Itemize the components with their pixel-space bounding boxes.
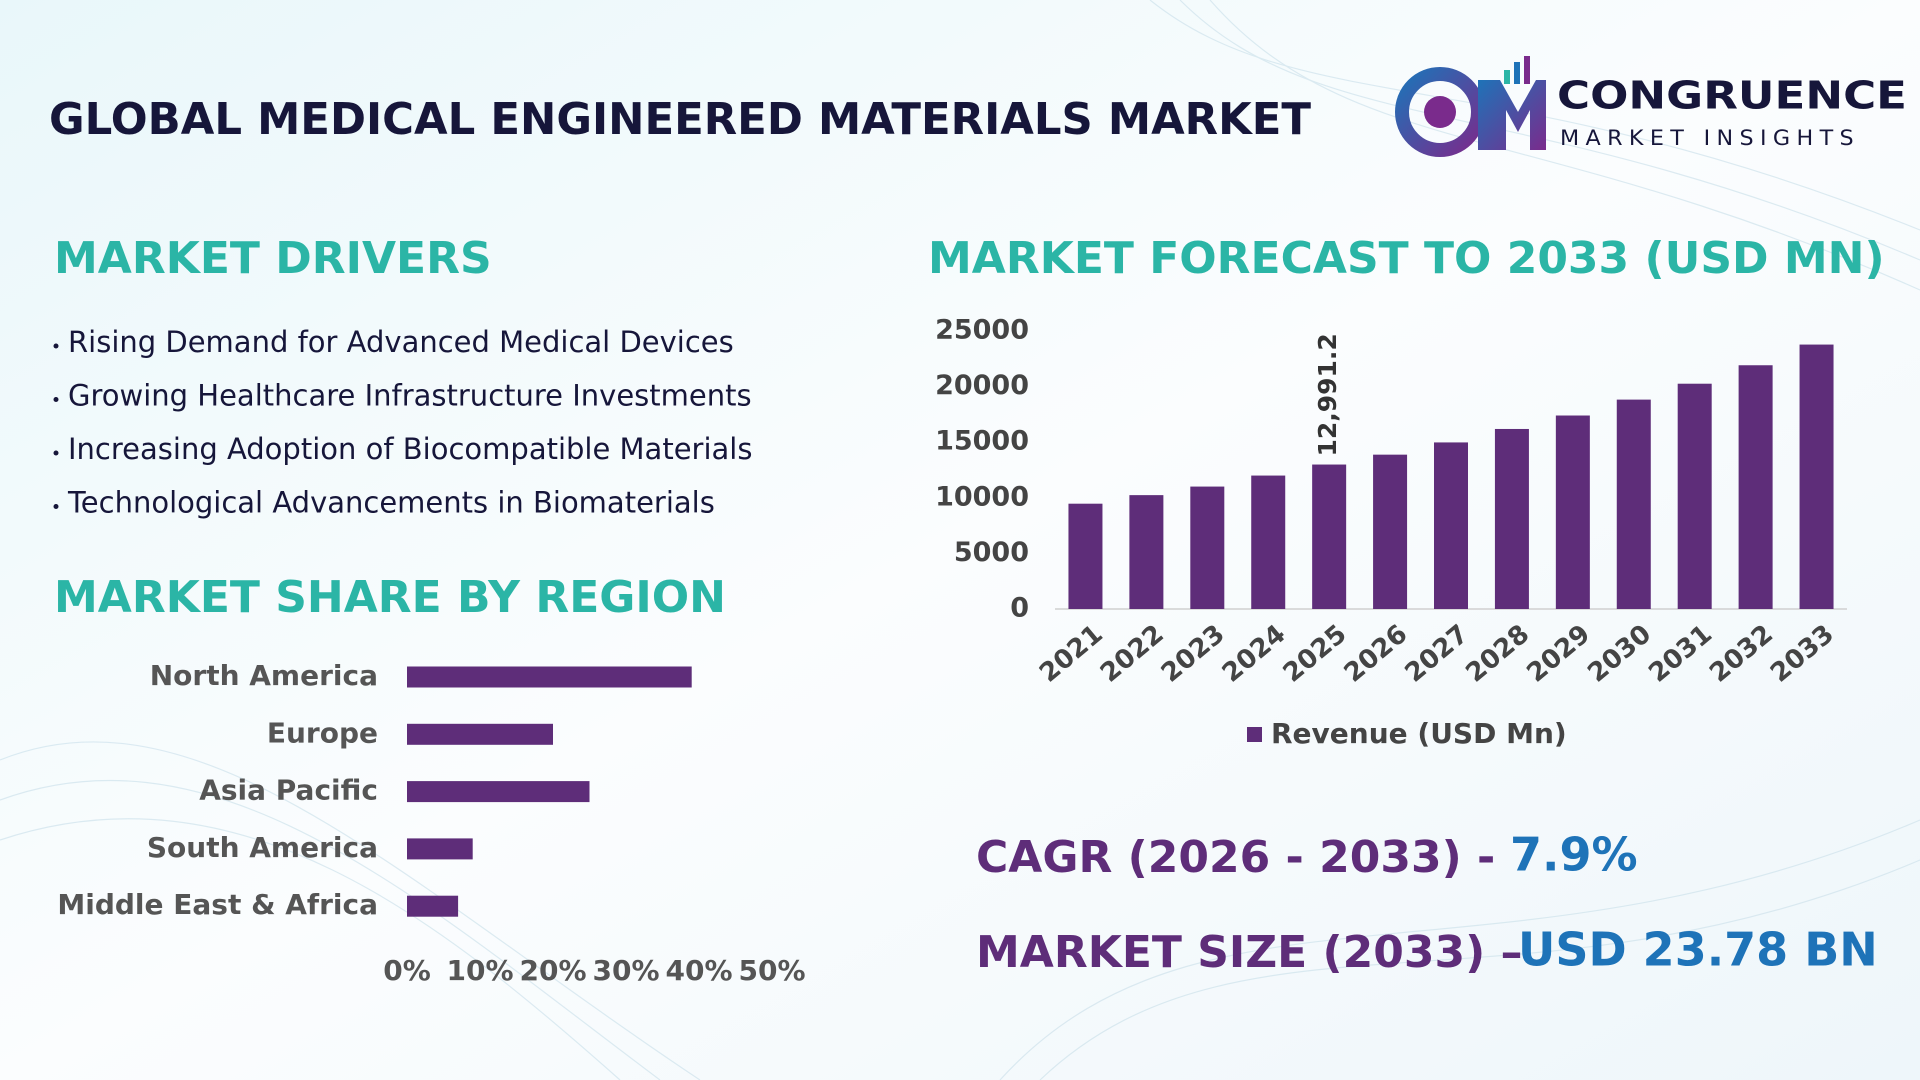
x-tick-label: 30% (592, 954, 659, 987)
bar (1373, 454, 1408, 609)
size-label: MARKET SIZE (2033) – (976, 927, 1523, 978)
cagr-value: 7.9% (1510, 828, 1638, 882)
bullet (53, 450, 59, 456)
section-title: MARKET SHARE BY REGION (54, 572, 726, 623)
bar (1555, 415, 1590, 609)
bar (407, 895, 459, 917)
logo-bar (1504, 70, 1510, 84)
data-label: 12,991.2 (1313, 333, 1342, 456)
bar (407, 723, 553, 745)
bar (1190, 486, 1225, 609)
page-title: GLOBAL MEDICAL ENGINEERED MATERIALS MARK… (49, 94, 1311, 145)
bar (407, 781, 590, 803)
bar (1068, 503, 1103, 609)
y-tick-label: 5000 (954, 537, 1029, 568)
y-tick-label: Europe (267, 716, 378, 749)
cagr-label: CAGR (2026 - 2033) - (976, 832, 1495, 883)
size-value: USD 23.78 BN (1518, 923, 1878, 977)
y-tick-label: 0 (1010, 593, 1029, 624)
logo-bar (1524, 56, 1530, 84)
legend-swatch (1247, 727, 1262, 742)
y-tick-label: 25000 (935, 315, 1029, 346)
y-tick-label: 15000 (935, 426, 1029, 457)
x-tick-label: 50% (738, 954, 805, 987)
x-tick-label: 40% (665, 954, 732, 987)
bar (407, 838, 473, 860)
bar (1677, 383, 1712, 609)
logo: CONGRUENCE MARKET INSIGHTS (1395, 56, 1907, 157)
y-tick-label: North America (150, 659, 378, 692)
x-tick-label: 10% (446, 954, 513, 987)
bar (1434, 442, 1468, 609)
bar (1616, 399, 1651, 609)
y-tick-label: South America (147, 831, 378, 864)
bar (1738, 365, 1773, 609)
x-tick-label: 0% (383, 954, 431, 987)
logo-tagline: MARKET INSIGHTS (1560, 126, 1860, 150)
bar (1494, 428, 1529, 609)
y-tick-label: Middle East & Africa (57, 888, 378, 921)
driver-item: Growing Healthcare Infrastructure Invest… (68, 379, 752, 413)
drivers-list: Rising Demand for Advanced Medical Devic… (53, 325, 752, 520)
logo-bar (1514, 62, 1520, 84)
bar (1129, 495, 1164, 609)
section-title: MARKET FORECAST TO 2033 (USD MN) (928, 233, 1885, 284)
bar (1251, 475, 1286, 609)
y-tick-label: 20000 (935, 370, 1029, 401)
driver-item: Rising Demand for Advanced Medical Devic… (68, 325, 734, 359)
driver-item: Technological Advancements in Biomateria… (67, 486, 715, 520)
legend-label: Revenue (USD Mn) (1271, 717, 1567, 750)
bullet (53, 504, 59, 509)
driver-item: Increasing Adoption of Biocompatible Mat… (68, 432, 752, 466)
logo-name: CONGRUENCE (1557, 74, 1907, 118)
bullet (53, 343, 59, 349)
y-tick-label: Asia Pacific (199, 774, 378, 807)
bullet (53, 397, 59, 402)
logo-globe (1424, 96, 1456, 128)
y-tick-label: 10000 (935, 481, 1029, 512)
bar (1312, 464, 1347, 609)
x-tick-label: 20% (519, 954, 586, 987)
bar (407, 666, 692, 688)
section-title: MARKET DRIVERS (54, 233, 492, 284)
bar (1799, 344, 1834, 609)
logo-m (1478, 80, 1546, 150)
